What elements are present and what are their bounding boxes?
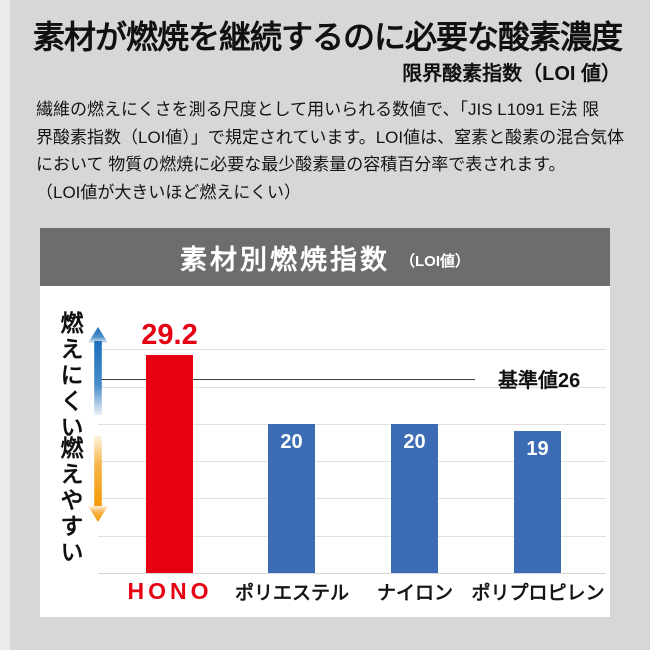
gridline <box>98 461 606 462</box>
page-title: 素材が燃焼を継続するのに必要な酸素濃度 <box>33 19 623 55</box>
chart-header: 素材別燃焼指数 （LOI値） <box>40 228 610 286</box>
category-label-polypropylene: ポリプロピレン <box>471 583 605 604</box>
description-line: 繊維の燃えにくさを測る尺度として用いられる数値で、「JIS L1091 E法 限 <box>36 100 600 119</box>
bar-hono: 29.2 <box>141 319 198 573</box>
loi-bar-chart: 素材別燃焼指数 （LOI値） 基準値26 燃えにくい 燃えやすい <box>40 228 610 617</box>
page-subtitle: 限界酸素指数（LOI 値） <box>402 63 621 85</box>
gridline <box>98 349 606 350</box>
gridline <box>98 424 606 425</box>
bar-value: 20 <box>280 431 303 453</box>
chart-title: 素材別燃焼指数 <box>180 244 390 275</box>
bar-nylon: 20 <box>391 424 438 573</box>
bar-polyester: 20 <box>268 424 315 573</box>
reference-line <box>98 379 475 380</box>
description-line: 界酸素指数（LOI値）」で規定されています。LOI値は、窒素と酸素の混合気体 <box>36 127 625 147</box>
bar-polypropylene: 19 <box>514 431 561 573</box>
category-label-hono: HONO <box>127 578 213 604</box>
description-line: において 物質の燃焼に必要な最少酸素量の容積百分率で表されます。 <box>36 155 566 174</box>
description-line: （LOI値が大きいほど燃えにくい） <box>36 182 302 202</box>
gridline <box>98 498 606 499</box>
chart-unit-label: （LOI値） <box>400 252 470 270</box>
bar-value: 29.2 <box>141 319 198 351</box>
axis-label-hard-to-burn: 燃えにくい <box>57 311 83 441</box>
left-margin-strip <box>0 0 10 650</box>
axis-label-easy-to-burn: 燃えやすい <box>57 436 83 566</box>
x-axis-line <box>98 573 606 574</box>
gridline <box>98 536 606 537</box>
up-arrow-icon <box>88 327 108 415</box>
plot-area: 基準値26 燃えにくい 燃えやすい <box>40 286 610 617</box>
bar-value: 19 <box>526 438 549 460</box>
category-label-polyester: ポリエステル <box>234 583 349 604</box>
description-paragraph: 繊維の燃えにくさを測る尺度として用いられる数値で、「JIS L1091 E法 限… <box>36 96 626 206</box>
bar-value: 20 <box>403 431 426 453</box>
down-arrow-icon <box>88 436 108 522</box>
reference-line-label: 基準値26 <box>498 370 581 392</box>
gridline <box>98 387 606 388</box>
category-label-nylon: ナイロン <box>376 583 453 604</box>
